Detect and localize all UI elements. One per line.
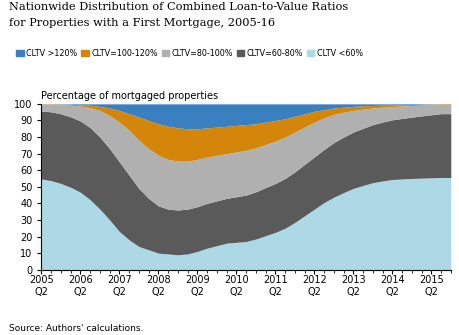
Text: Nationwide Distribution of Combined Loan-to-Value Ratios: Nationwide Distribution of Combined Loan… (9, 2, 348, 12)
Legend: CLTV >120%, CLTV=100-120%, CLTV=80-100%, CLTV=60-80%, CLTV <60%: CLTV >120%, CLTV=100-120%, CLTV=80-100%,… (13, 46, 365, 61)
Text: for Properties with a First Mortgage, 2005-16: for Properties with a First Mortgage, 20… (9, 18, 275, 28)
Text: Source: Authors' calculations.: Source: Authors' calculations. (9, 324, 143, 333)
Text: Percentage of mortgaged properties: Percentage of mortgaged properties (41, 91, 218, 101)
